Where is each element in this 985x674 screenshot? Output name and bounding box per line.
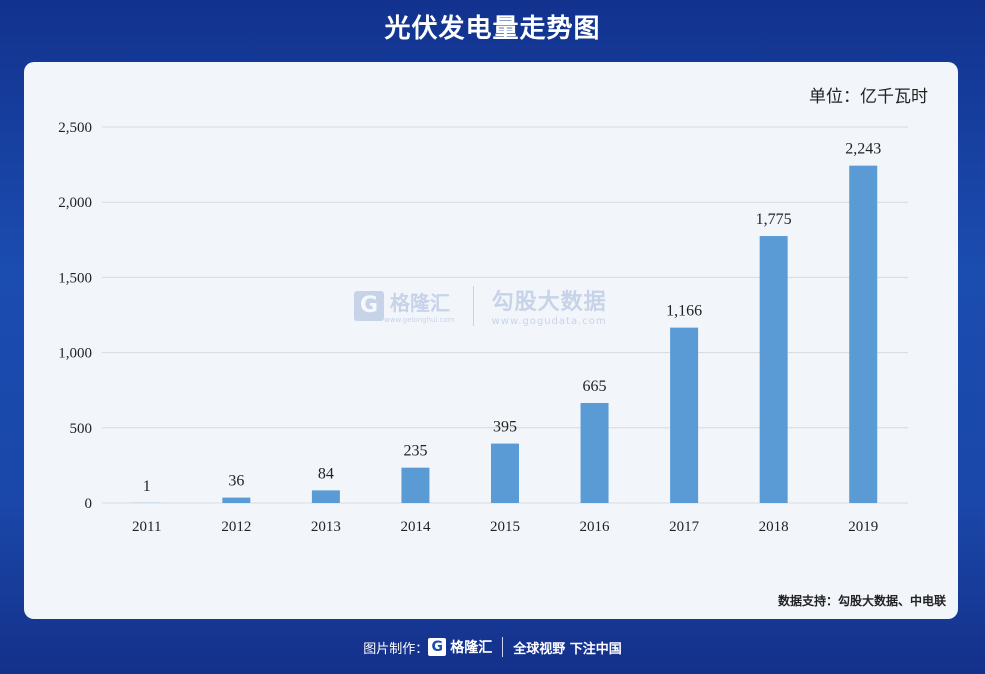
footer-logo-icon: G [428,638,447,656]
bar [670,327,699,503]
footer-slogan: 全球视野 下注中国 [513,641,622,657]
data-label: 395 [493,419,517,436]
watermark-brand-url: www.gelonghui.com [384,316,455,324]
y-tick-label: 2,500 [58,120,92,136]
watermark-divider [472,285,474,326]
x-tick-label: 2015 [490,519,520,535]
bar [580,402,609,503]
unit-label: 单位：亿千瓦时 [809,87,928,107]
footer-made-by: 图片制作： [363,641,429,657]
footer-divider [502,637,504,657]
y-tick-label: 1,500 [58,270,92,286]
watermark: G 格隆汇 www.gelonghui.com 勾股大数据 www.goguda… [354,284,607,327]
x-tick-label: 2016 [580,519,611,535]
page-title: 光伏发电量走势图 [384,14,601,44]
data-label: 1,166 [666,303,702,320]
x-tick-label: 2012 [221,519,251,535]
bar [491,443,519,503]
bar [401,467,430,503]
watermark-brand2: 勾股大数据 [491,290,607,315]
data-label: 36 [228,473,244,490]
y-tick-label: 0 [85,496,93,512]
x-tick-label: 2014 [400,519,431,535]
y-tick-label: 1,000 [58,346,92,362]
data-label: 235 [403,443,427,460]
data-label: 1 [143,478,151,495]
y-tick-label: 2,000 [58,195,92,211]
bar [222,497,251,503]
footer: 图片制作： G 格隆汇 全球视野 下注中国 [0,634,985,660]
x-tick-label: 2013 [311,519,341,535]
bar-chart: 0 500 1,000 1,500 2,000 2,500 1 2011 36 2012 84 201… [58,120,908,535]
footer-brand: 格隆汇 [450,640,493,656]
x-tick-label: 2019 [848,519,878,535]
watermark-brand2-url: www.gogudata.com [491,316,607,327]
bar [759,236,788,504]
x-tick-label: 2018 [759,519,789,535]
watermark-logo-icon: G [354,290,384,321]
data-label: 665 [583,378,607,395]
data-label: 2,243 [845,141,881,158]
bar [311,490,340,503]
data-label: 84 [318,465,334,482]
data-label: 1,775 [756,211,792,228]
watermark-brand: 格隆汇 [390,291,450,315]
x-tick-label: 2017 [669,519,700,535]
chart-panel: 单位：亿千瓦时 G 格隆汇 www.gelonghui.com 勾股大数据 ww… [24,62,958,619]
data-source: 数据支持：勾股大数据、中电联 [777,594,946,608]
x-tick-label: 2011 [132,519,161,535]
y-tick-label: 500 [70,421,93,437]
bar [849,165,878,503]
